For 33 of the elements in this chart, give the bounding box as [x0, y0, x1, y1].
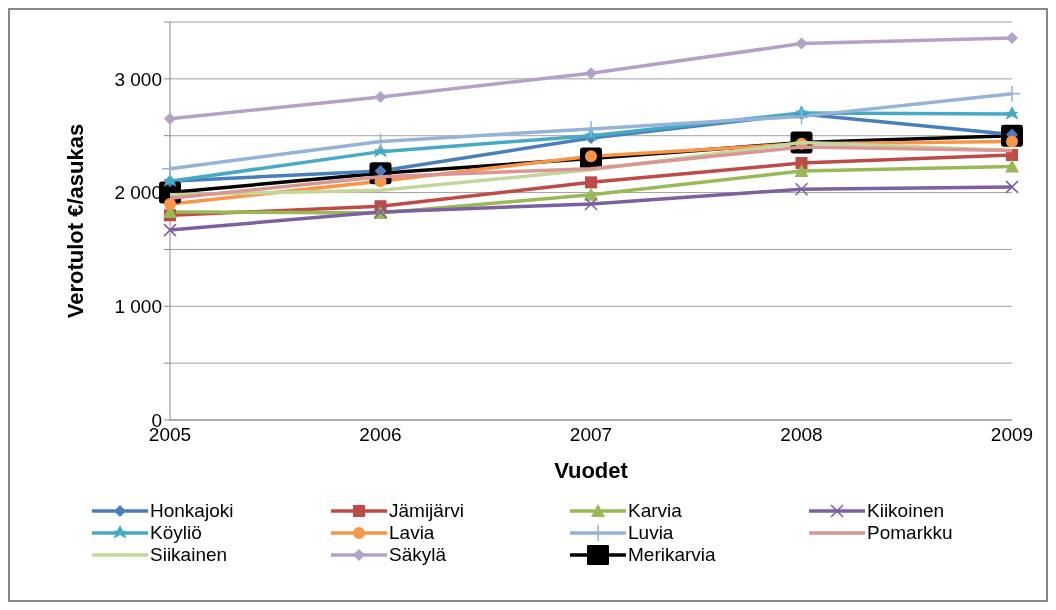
legend-label: Merikarvia [628, 544, 716, 566]
legend-label: Lavia [389, 522, 435, 544]
point [584, 197, 598, 211]
legend-label: Köyliö [150, 522, 202, 544]
point [374, 91, 387, 104]
point [1005, 159, 1019, 173]
point [794, 182, 809, 196]
legend-label: Karvia [628, 500, 682, 522]
y-tick-label: 1 000 [114, 296, 162, 318]
x-tick-label: 2008 [780, 424, 823, 446]
y-tick-label: 3 000 [114, 68, 162, 90]
legend-label: Honkajoki [150, 500, 234, 522]
x-tick-label: 2009 [990, 424, 1034, 446]
legend-label: Jämijärvi [389, 500, 464, 522]
point [164, 197, 176, 210]
x-tick-label: 2006 [359, 424, 402, 446]
point [163, 223, 177, 237]
point [161, 159, 179, 178]
point [585, 67, 597, 80]
x-tick-label: 2007 [569, 424, 613, 446]
legend-label: Siikainen [150, 544, 228, 566]
point [1006, 31, 1018, 44]
point [795, 157, 808, 170]
point [585, 176, 597, 189]
legend-label: Säkylä [389, 544, 447, 566]
legend-label: Pomarkku [867, 522, 953, 544]
point [1005, 180, 1019, 194]
x-axis-title: Vuodet [554, 458, 629, 483]
point [164, 112, 176, 125]
legend-label: Luvia [628, 522, 674, 544]
legend-label: Kiikoinen [867, 500, 945, 522]
y-axis-title: Verotulot €/asukas [62, 123, 88, 319]
point [794, 163, 809, 177]
